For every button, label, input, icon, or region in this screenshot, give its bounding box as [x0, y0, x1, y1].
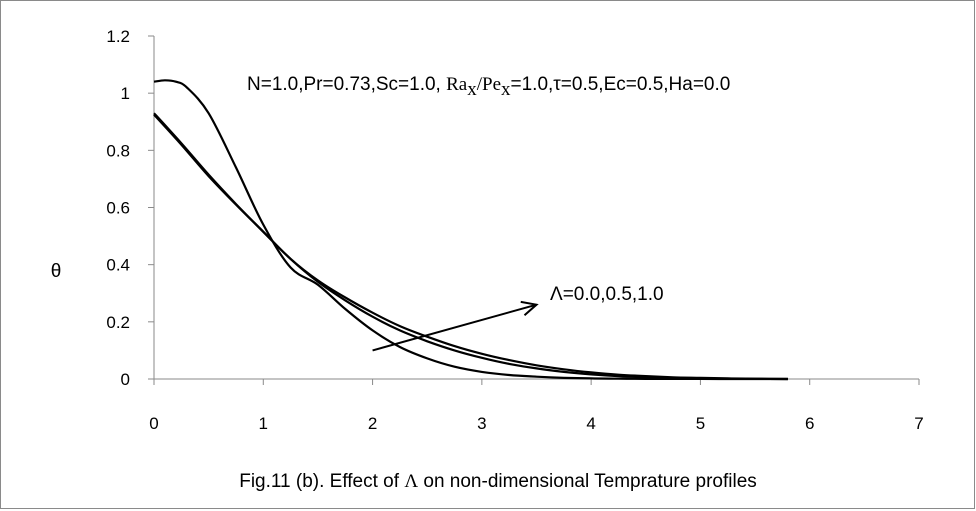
series-lines — [153, 79, 788, 381]
axes — [148, 35, 920, 385]
trend-arrow — [372, 300, 539, 352]
x-tick-label: 0 — [149, 414, 158, 433]
y-tick-label: 0 — [121, 370, 130, 389]
x-tick-label: 5 — [696, 414, 705, 433]
arrow-shaft — [372, 303, 537, 352]
x-tick-labels: 0 1 2 3 4 5 6 7 — [149, 414, 923, 433]
params-pe-sub: x — [501, 79, 511, 100]
series-line-1 — [153, 113, 788, 381]
y-tick-label: 0.4 — [106, 256, 130, 275]
y-tick-label: 0.2 — [106, 313, 130, 332]
y-tick-label: 0.8 — [106, 141, 130, 160]
y-tick-label: 1.2 — [106, 27, 130, 46]
arrow-head — [520, 300, 539, 317]
params-ra: Ra — [446, 74, 468, 95]
x-tick-label: 7 — [914, 414, 923, 433]
params-slash: / — [477, 74, 483, 95]
parameter-annotation: N=1.0,Pr=0.73,Sc=1.0, Rax/Pex=1.0,τ=0.5,… — [247, 74, 730, 100]
x-tick-label: 6 — [805, 414, 814, 433]
caption-post: on non-dimensional Temprature profiles — [418, 471, 757, 492]
x-tick-label: 4 — [586, 414, 595, 433]
arrow-annotation: Λ=0.0,0.5,1.0 — [550, 284, 664, 305]
y-tick-label: 0.6 — [106, 199, 130, 218]
x-tick-label: 1 — [259, 414, 268, 433]
series-line-3 — [153, 79, 788, 381]
y-tick-label: 1 — [121, 84, 130, 103]
series-line-2 — [153, 112, 788, 381]
x-tick-label: 2 — [368, 414, 377, 433]
figure-caption: Fig.11 (b). Effect of Λ on non-dimension… — [239, 471, 757, 492]
caption-symbol: Λ — [404, 471, 418, 492]
x-tick-label: 3 — [477, 414, 486, 433]
params-part-a: N=1.0,Pr=0.73,Sc=1.0, — [247, 74, 446, 95]
params-ra-sub: x — [467, 79, 477, 100]
y-tick-labels: 0 0.2 0.4 0.6 0.8 1 1.2 — [106, 27, 130, 389]
y-axis-label: θ — [51, 261, 62, 282]
params-pe: Pe — [482, 74, 501, 95]
params-part-b: =1.0,τ=0.5,Ec=0.5,Ha=0.0 — [511, 74, 731, 95]
caption-pre: Fig.11 (b). Effect of — [239, 471, 404, 492]
